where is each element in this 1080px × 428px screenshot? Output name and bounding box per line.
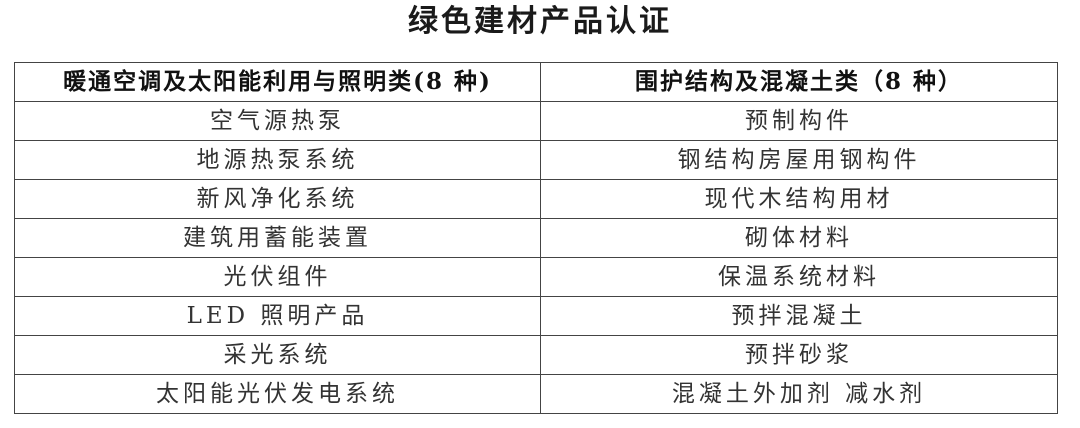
table-row: 空气源热泵 预制构件	[14, 101, 1058, 141]
table-row: 太阳能光伏发电系统 混凝土外加剂 减水剂	[14, 374, 1058, 414]
cell-envelope-concrete: 预拌砂浆	[540, 335, 1058, 375]
table-row: 光伏组件 保温系统材料	[14, 257, 1058, 297]
cell-envelope-concrete: 混凝土外加剂 减水剂	[540, 374, 1058, 414]
table-row: 采光系统 预拌砂浆	[14, 335, 1058, 375]
cell-envelope-concrete: 钢结构房屋用钢构件	[540, 140, 1058, 180]
table-row: 地源热泵系统 钢结构房屋用钢构件	[14, 140, 1058, 180]
column-header-envelope-concrete: 围护结构及混凝土类（8 种）	[540, 62, 1058, 102]
cell-hvac-solar-lighting: 空气源热泵	[14, 101, 541, 141]
table-row: LED 照明产品 预拌混凝土	[14, 296, 1058, 336]
table-row: 建筑用蓄能装置 砌体材料	[14, 218, 1058, 258]
cell-hvac-solar-lighting: LED 照明产品	[14, 296, 541, 336]
table-header-row: 暖通空调及太阳能利用与照明类(8 种) 围护结构及混凝土类（8 种）	[14, 62, 1058, 102]
cell-envelope-concrete: 现代木结构用材	[540, 179, 1058, 219]
cell-hvac-solar-lighting: 新风净化系统	[14, 179, 541, 219]
cell-envelope-concrete: 预拌混凝土	[540, 296, 1058, 336]
table-row: 新风净化系统 现代木结构用材	[14, 179, 1058, 219]
cell-envelope-concrete: 预制构件	[540, 101, 1058, 141]
column-header-hvac-solar-lighting: 暖通空调及太阳能利用与照明类(8 种)	[14, 62, 541, 102]
certification-table: 暖通空调及太阳能利用与照明类(8 种) 围护结构及混凝土类（8 种） 空气源热泵…	[14, 62, 1058, 414]
cell-hvac-solar-lighting: 地源热泵系统	[14, 140, 541, 180]
document-title: 绿色建材产品认证	[408, 4, 672, 39]
cell-hvac-solar-lighting: 建筑用蓄能装置	[14, 218, 541, 258]
cell-hvac-solar-lighting: 光伏组件	[14, 257, 541, 297]
cell-hvac-solar-lighting: 采光系统	[14, 335, 541, 375]
cell-envelope-concrete: 砌体材料	[540, 218, 1058, 258]
cell-envelope-concrete: 保温系统材料	[540, 257, 1058, 297]
cell-hvac-solar-lighting: 太阳能光伏发电系统	[14, 374, 541, 414]
